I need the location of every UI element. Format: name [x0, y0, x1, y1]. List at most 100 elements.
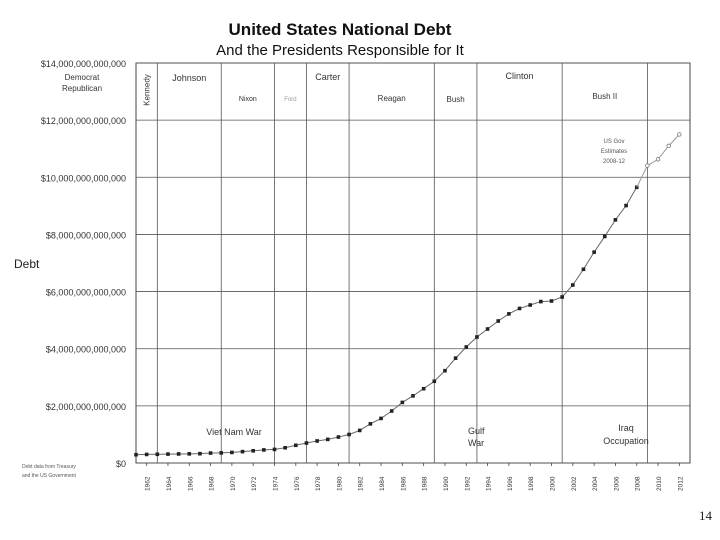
debt-point [315, 439, 319, 443]
debt-point [453, 356, 458, 360]
debt-point [368, 422, 373, 426]
president-label: Reagan [378, 94, 406, 103]
estimate-note-line1: US Gov [603, 139, 624, 145]
x-tick-label: 1970 [230, 476, 237, 491]
event-gulf-war-line2: War [468, 438, 484, 448]
debt-point [294, 443, 298, 448]
debt-point [507, 312, 511, 316]
y-tick-label: $14,000,000,000,000 [41, 59, 126, 69]
president-terms: Kennedy Johnson Nixon Ford Carter Reagan Bush C… [143, 63, 648, 463]
event-annotations: Viet Nam War Gulf War Iraq Occupation [206, 423, 649, 448]
estimate-point [645, 163, 650, 168]
x-tick-label: 1982 [358, 476, 365, 491]
y-tick-label: $6,000,000,000,000 [46, 288, 126, 298]
event-iraq-line1: Iraq [618, 423, 634, 433]
debt-point [549, 299, 554, 303]
debt-point [613, 218, 618, 222]
chart-title: United States National Debt [229, 20, 452, 39]
x-tick-label: 1998 [528, 476, 535, 491]
debt-point [581, 267, 586, 272]
debt-point [155, 452, 160, 457]
debt-point [219, 451, 224, 455]
estimate-point [655, 157, 661, 162]
debt-point [400, 400, 405, 405]
president-label: Clinton [506, 71, 534, 81]
debt-point [624, 203, 628, 208]
debt-point [432, 379, 437, 384]
party-legend: Democrat Republican [62, 73, 102, 93]
president-label: Kennedy [143, 74, 152, 106]
debt-point [464, 345, 469, 349]
debt-point [283, 445, 287, 450]
x-tick-label: 1980 [336, 476, 343, 491]
president-label: Nixon [239, 96, 257, 103]
debt-point [134, 452, 138, 457]
estimate-point [677, 132, 682, 137]
president-label: Ford [284, 97, 296, 103]
x-tick-label: 2006 [613, 476, 620, 491]
x-axis: 1962 1964 1966 1968 1970 1972 1974 1976 1978 1980… [145, 463, 684, 491]
x-tick-label: 1974 [273, 476, 280, 491]
debt-point [528, 303, 532, 307]
debt-point [208, 451, 213, 455]
debt-point [304, 441, 309, 445]
estimate-note: US Gov Estimates 2008-12 [601, 139, 627, 165]
y-tick-label: $10,000,000,000,000 [41, 173, 126, 183]
debt-point [198, 451, 202, 456]
event-gulf-war: Gulf War [468, 426, 485, 448]
source-note-line2: and the US Government [22, 473, 77, 479]
debt-point [571, 283, 575, 287]
x-tick-label: 2004 [592, 476, 599, 491]
event-iraq: Iraq Occupation [603, 423, 649, 446]
x-tick-label: 1968 [209, 476, 216, 491]
debt-point [357, 428, 362, 433]
debt-point [485, 327, 490, 331]
x-tick-label: 1984 [379, 476, 386, 491]
president-label: Carter [315, 72, 340, 82]
debt-point [230, 450, 234, 455]
party-legend-republican: Republican [62, 84, 102, 93]
x-tick-label: 1996 [507, 476, 514, 491]
x-tick-label: 1992 [464, 476, 471, 491]
party-legend-democrat: Democrat [65, 73, 100, 82]
x-tick-label: 1978 [315, 476, 322, 491]
plot-frame [135, 62, 691, 464]
debt-point [560, 295, 564, 299]
event-gulf-war-line1: Gulf [468, 426, 485, 436]
x-tick-label: 1986 [400, 476, 407, 491]
debt-point [187, 452, 192, 456]
debt-point [379, 416, 383, 421]
x-tick-label: 1964 [166, 476, 173, 491]
debt-point [262, 448, 266, 452]
y-axis-label: Debt [14, 257, 40, 271]
event-vietnam: Viet Nam War [206, 427, 262, 437]
debt-point [517, 306, 522, 311]
slide-page-number: 14 [699, 508, 712, 523]
event-iraq-line2: Occupation [603, 436, 649, 446]
x-tick-label: 2012 [677, 476, 684, 491]
debt-point [421, 386, 426, 391]
president-label: Bush II [592, 92, 617, 101]
x-tick-label: 1972 [251, 476, 258, 491]
estimate-note-line3: 2008-12 [603, 159, 626, 165]
y-tick-label: $12,000,000,000,000 [41, 116, 126, 126]
debt-point [272, 447, 277, 452]
debt-point [443, 368, 447, 373]
x-tick-label: 1994 [486, 476, 493, 491]
y-tick-label: $0 [116, 459, 126, 469]
debt-point [144, 452, 149, 457]
debt-point [347, 432, 351, 437]
president-label: Johnson [172, 73, 206, 83]
source-note: Debt data from Treasury and the US Gover… [22, 464, 77, 479]
debt-point [176, 452, 181, 456]
debt-point [539, 299, 543, 304]
x-tick-label: 2010 [656, 476, 663, 491]
chart-subtitle: And the Presidents Responsible for It [216, 42, 464, 59]
debt-point [475, 335, 479, 339]
estimate-note-line2: Estimates [601, 149, 627, 155]
debt-series [134, 132, 682, 457]
estimate-point [666, 143, 671, 149]
plot-area [135, 62, 691, 464]
debt-point [240, 449, 245, 454]
